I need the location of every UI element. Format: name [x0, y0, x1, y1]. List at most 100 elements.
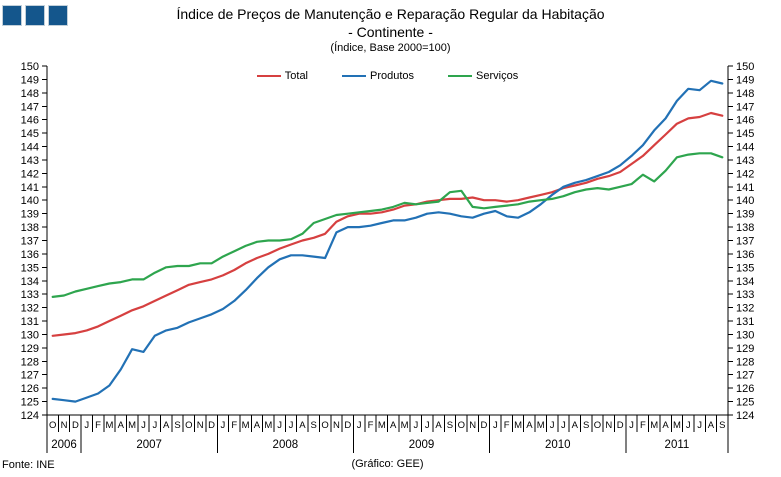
year-label: 2009 [409, 439, 435, 451]
legend-swatch [448, 75, 473, 77]
month-label: J [221, 420, 226, 431]
y-axis-label-right: 124 [736, 410, 754, 422]
month-label: N [333, 420, 340, 431]
month-label: J [697, 420, 702, 431]
y-axis-label-right: 138 [736, 222, 754, 234]
month-label: F [368, 420, 374, 431]
y-axis-label-left: 138 [21, 222, 39, 234]
y-axis-label-left: 129 [21, 343, 39, 355]
y-axis-label-right: 146 [736, 115, 754, 127]
year-label: 2007 [136, 439, 162, 451]
y-axis-label-left: 150 [21, 61, 39, 73]
month-label: M [650, 420, 658, 431]
month-label: F [640, 420, 646, 431]
month-label: M [128, 420, 136, 431]
series-line-total [51, 111, 724, 337]
year-label: 2008 [273, 439, 299, 451]
month-label: F [231, 420, 237, 431]
y-axis-label-right: 149 [736, 74, 754, 86]
month-label: O [185, 420, 192, 431]
y-axis-label-right: 141 [736, 182, 754, 194]
chart-title: Índice de Preços de Manutenção e Reparaç… [176, 6, 605, 22]
y-axis-label-left: 125 [21, 397, 39, 409]
month-label: M [514, 420, 522, 431]
month-label: S [311, 420, 317, 431]
y-axis-label-right: 143 [736, 155, 754, 167]
month-label: M [264, 420, 272, 431]
y-axis-label-left: 126 [21, 383, 39, 395]
month-label: F [95, 420, 101, 431]
month-label: J [277, 420, 282, 431]
month-label: S [174, 420, 180, 431]
series-line-serviços [51, 152, 724, 298]
y-axis-label-right: 133 [736, 289, 754, 301]
month-label: N [605, 420, 612, 431]
legend-swatch [342, 75, 367, 77]
month-label: O [49, 420, 56, 431]
month-label: M [537, 420, 545, 431]
month-label: M [673, 420, 681, 431]
month-label: A [435, 420, 442, 431]
y-axis-label-left: 130 [21, 329, 39, 341]
y-axis-label-right: 127 [736, 370, 754, 382]
month-label: J [414, 420, 419, 431]
month-label: M [401, 420, 409, 431]
month-label: J [289, 420, 294, 431]
month-label: J [425, 420, 430, 431]
y-axis-label-right: 145 [736, 128, 754, 140]
y-axis-label-left: 142 [21, 168, 39, 180]
logo-square [25, 5, 45, 26]
month-label: O [594, 420, 601, 431]
y-axis-label-left: 139 [21, 209, 39, 221]
year-label: 2006 [51, 439, 77, 451]
y-axis-label-left: 148 [21, 88, 39, 100]
month-label: J [550, 420, 555, 431]
y-axis-label-left: 145 [21, 128, 39, 140]
month-label: D [72, 420, 79, 431]
month-label: J [152, 420, 157, 431]
month-label: A [118, 420, 125, 431]
month-label: A [662, 420, 669, 431]
legend: Total Produtos Serviços [47, 70, 728, 82]
y-axis-label-right: 132 [736, 303, 754, 315]
y-axis-label-right: 129 [736, 343, 754, 355]
month-label: J [629, 420, 634, 431]
month-label: D [617, 420, 624, 431]
month-label: O [458, 420, 465, 431]
y-axis-label-right: 148 [736, 88, 754, 100]
month-label: J [357, 420, 362, 431]
y-axis-label-left: 127 [21, 370, 39, 382]
y-axis-label-left: 132 [21, 303, 39, 315]
y-axis-label-right: 131 [736, 316, 754, 328]
legend-item-produtos: Produtos [342, 70, 414, 82]
legend-swatch [256, 75, 281, 77]
y-axis-label-left: 124 [21, 410, 39, 422]
y-axis-label-right: 144 [736, 142, 754, 154]
source-note: Fonte: INE [2, 459, 55, 471]
credit-note: (Gráfico: GEE) [351, 458, 424, 470]
month-label: A [254, 420, 261, 431]
y-axis-label-left: 146 [21, 115, 39, 127]
y-axis-label-left: 143 [21, 155, 39, 167]
y-axis-label-right: 142 [736, 168, 754, 180]
month-label: S [583, 420, 589, 431]
month-label: D [208, 420, 215, 431]
y-axis-label-left: 135 [21, 262, 39, 274]
y-axis-label-left: 136 [21, 249, 39, 261]
chart-subtitle: - Continente - [348, 23, 433, 40]
legend-label: Serviços [476, 70, 519, 82]
y-axis-label-right: 137 [736, 236, 754, 248]
logo-square [2, 5, 22, 26]
year-label: 2010 [545, 439, 571, 451]
y-axis-label-left: 134 [21, 276, 39, 288]
legend-item-total: Total [256, 70, 308, 82]
y-axis-label-right: 150 [736, 61, 754, 73]
month-label: F [504, 420, 510, 431]
y-axis-label-left: 128 [21, 356, 39, 368]
legend-label: Produtos [370, 70, 415, 82]
month-label: J [141, 420, 146, 431]
legend-item-serviços: Serviços [448, 70, 518, 82]
y-axis-label-right: 134 [736, 276, 754, 288]
